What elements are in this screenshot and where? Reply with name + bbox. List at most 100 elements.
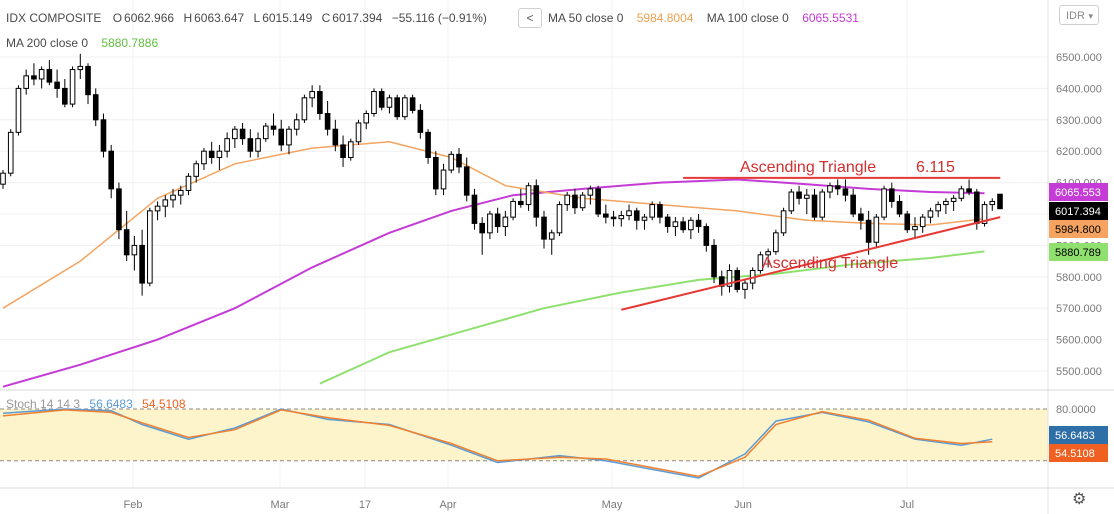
candle [347, 138, 354, 161]
candle-body [618, 215, 625, 220]
candle-body [688, 219, 694, 231]
candle [7, 129, 14, 177]
open-value: 6062.966 [124, 11, 175, 25]
time-axis: Feb Mar 17 Apr May Jun Jul [124, 499, 915, 511]
candle-body [950, 197, 957, 202]
close-value: 6017.394 [332, 11, 383, 25]
candle [819, 188, 826, 221]
candle [633, 207, 640, 230]
candle [510, 198, 516, 221]
candle-body [440, 169, 447, 190]
candle-body [657, 204, 663, 218]
candle-body [85, 65, 91, 96]
candle-body [363, 113, 370, 124]
candle-body [788, 191, 795, 212]
candle [147, 207, 153, 287]
candle [85, 63, 91, 105]
candle [556, 201, 563, 236]
candle-body [966, 188, 972, 193]
candle-body [834, 185, 841, 190]
candle [247, 129, 254, 158]
candle [433, 151, 439, 196]
candle-body [943, 200, 949, 206]
stoch-d-line [2, 409, 993, 478]
candle-body [479, 222, 485, 234]
price-tag-text: 6017.394 [1055, 206, 1101, 218]
candle [649, 201, 656, 221]
candle [371, 88, 377, 117]
candle [711, 239, 717, 284]
candle-body [216, 150, 223, 158]
low-label: L [253, 11, 261, 25]
candle-body [317, 91, 323, 115]
stoch-tag-bg [1049, 444, 1108, 462]
candle-body [819, 191, 826, 218]
candle [301, 94, 308, 123]
currency-button[interactable]: IDR ▾ [1059, 5, 1099, 25]
candle [603, 204, 609, 224]
collapse-legend-button[interactable]: < [518, 8, 542, 28]
candle-body [7, 131, 14, 174]
candle [108, 144, 115, 199]
time-tick-label: 17 [359, 499, 371, 511]
candle-body [510, 200, 516, 218]
candle-body [958, 188, 965, 199]
candle [224, 132, 230, 158]
stoch-overbought-band [0, 409, 1048, 461]
ma200-line [319, 250, 985, 385]
price-tags: 6065.553 6017.394 5984.800 5880.789 56.6483 5… [1049, 183, 1108, 462]
low-value: 6015.149 [262, 11, 313, 25]
candle-body [433, 156, 439, 190]
candle [796, 185, 802, 205]
candle-body [641, 216, 648, 221]
candle-body [278, 128, 285, 146]
candle-body [409, 97, 416, 111]
candle [38, 66, 45, 89]
price-tick-label: 6300.000 [1056, 115, 1102, 127]
price-tag-text: 5984.800 [1055, 224, 1101, 236]
candle [100, 113, 107, 158]
ma50-line [2, 141, 985, 309]
gear-icon[interactable]: ⚙ [1072, 491, 1087, 508]
open-label: O [112, 11, 123, 25]
price-tick-label: 6400.000 [1056, 83, 1102, 95]
candle [865, 210, 872, 255]
close-label: C [321, 11, 331, 25]
candle [695, 214, 702, 233]
candle-body [62, 87, 68, 105]
time-tick-label: May [602, 499, 623, 511]
candle-body [286, 128, 292, 146]
candle-body [324, 113, 331, 130]
candle [440, 163, 447, 196]
candle-body [301, 97, 308, 121]
candle [842, 179, 849, 202]
legend-stoch: Stoch 14 14 3 56.6483 54.5108 [6, 396, 188, 412]
currency-label: IDR [1066, 10, 1085, 22]
candle [402, 94, 408, 120]
candle [618, 210, 625, 227]
trend-lines [621, 176, 1001, 311]
candle-body [38, 69, 45, 80]
candle [966, 179, 972, 196]
candle [734, 267, 741, 293]
ma50-label: MA 50 close 0 [548, 11, 624, 25]
candle [239, 122, 246, 145]
stoch-label: Stoch 14 14 3 [6, 397, 81, 411]
legend-ohlc: IDX COMPOSITE O 6062.966 H 6063.647 L 6015.… [6, 10, 489, 26]
chevron-down-icon: ▾ [1088, 11, 1093, 21]
price-tick-label: 5800.000 [1056, 272, 1102, 284]
candle [927, 207, 934, 224]
candle [626, 204, 632, 221]
stoch-k-line [2, 408, 993, 479]
candle [208, 141, 215, 164]
candle-body [888, 188, 895, 202]
candle-body [533, 185, 540, 218]
legend-ma200: MA 200 close 0 5880.7886 [6, 35, 160, 51]
stoch-k-value: 56.6483 [89, 397, 133, 411]
candle-body [711, 244, 717, 278]
time-tick-label: Jun [734, 499, 752, 511]
candle [232, 126, 238, 149]
candle-body [425, 131, 431, 158]
candle-body [185, 175, 192, 191]
